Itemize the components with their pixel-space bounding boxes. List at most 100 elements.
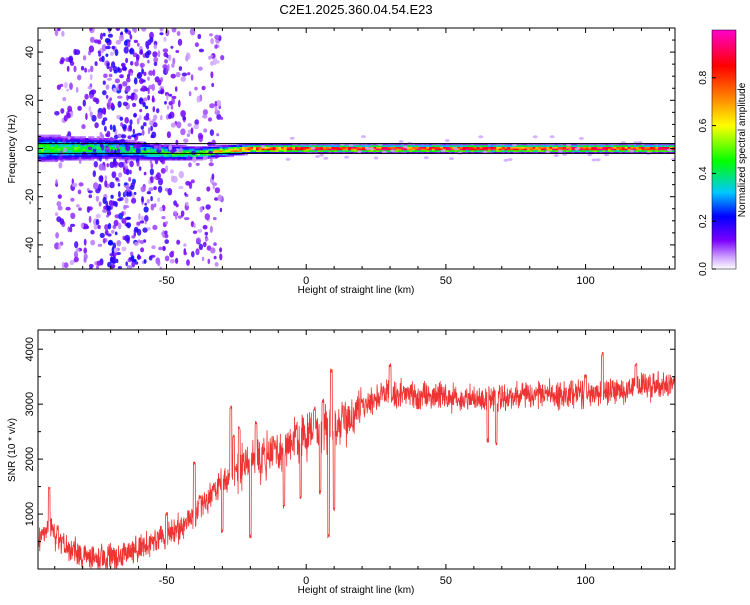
heatmap-cell	[91, 146, 95, 149]
heatmap-cell	[158, 153, 162, 156]
heatmap-speckle	[83, 247, 87, 254]
heatmap-cell	[314, 148, 318, 151]
heatmap-speckle	[212, 57, 218, 65]
heatmap-cell	[418, 143, 422, 146]
heatmap-cell	[99, 151, 103, 154]
heatmap-cell	[591, 148, 595, 151]
heatmap-speckle	[143, 259, 147, 264]
heatmap-cell	[485, 143, 489, 146]
heatmap-cell	[666, 143, 670, 146]
heatmap-cell	[557, 143, 561, 146]
heatmap-cell	[532, 144, 536, 147]
heatmap-cell	[258, 148, 262, 151]
heatmap-speckle	[111, 229, 115, 234]
heatmap-cell	[342, 144, 346, 147]
heatmap-speckle	[197, 229, 203, 233]
heatmap-speckle	[147, 39, 152, 46]
heatmap-cell	[543, 143, 547, 146]
heatmap-cell	[239, 148, 243, 151]
heatmap-cell	[275, 151, 279, 154]
heatmap-cell	[264, 143, 268, 146]
heatmap-speckle	[314, 155, 320, 158]
heatmap-cell	[110, 156, 114, 159]
heatmap-speckle	[172, 57, 176, 65]
heatmap-speckle	[75, 248, 80, 252]
heatmap-cell	[317, 151, 321, 154]
heatmap-cell	[314, 146, 318, 149]
heatmap-cell	[38, 149, 42, 152]
heatmap-cell	[317, 148, 321, 151]
heatmap-speckle	[214, 105, 218, 113]
colorbar-tick-label: 0.2	[698, 214, 709, 228]
heatmap-cell	[412, 149, 416, 152]
heatmap-cell	[490, 146, 494, 149]
heatmap-speckle	[60, 57, 65, 63]
heatmap-speckle	[117, 198, 123, 202]
heatmap-cell	[406, 151, 411, 154]
heatmap-cell	[71, 141, 75, 144]
heatmap-cell	[88, 149, 92, 152]
heatmap-speckle	[211, 82, 215, 88]
heatmap-cell	[641, 151, 645, 154]
heatmap-speckle	[127, 159, 130, 164]
heatmap-cell	[345, 144, 349, 147]
heatmap-cell	[339, 151, 343, 154]
heatmap-speckle	[163, 36, 167, 42]
heatmap-speckle	[111, 246, 115, 255]
heatmap-cell	[79, 136, 84, 139]
heatmap-cell	[353, 148, 357, 151]
heatmap-cell	[387, 149, 391, 152]
heatmap-cell	[663, 146, 668, 149]
heatmap-cell	[309, 148, 313, 151]
heatmap-speckle	[319, 153, 325, 157]
heatmap-cell	[88, 138, 92, 141]
heatmap-cell	[588, 146, 592, 149]
heatmap-cell	[188, 154, 193, 158]
heatmap-speckle	[92, 170, 97, 178]
heatmap-cell	[390, 144, 394, 147]
heatmap-cell	[423, 149, 427, 152]
heatmap-speckle	[166, 94, 169, 101]
heatmap-speckle	[54, 212, 59, 217]
heatmap-cell	[163, 143, 167, 146]
heatmap-cell	[91, 139, 95, 142]
heatmap-cell	[574, 146, 578, 149]
heatmap-cell	[345, 151, 349, 154]
heatmap-cell	[577, 144, 581, 147]
heatmap-cell	[507, 146, 511, 149]
heatmap-cell	[605, 149, 609, 152]
heatmap-cell	[57, 143, 61, 146]
heatmap-cell	[672, 146, 675, 149]
y-tick-label: 40	[24, 46, 36, 58]
heatmap-cell	[49, 158, 53, 161]
heatmap-cell	[54, 136, 59, 139]
heatmap-speckle	[101, 55, 105, 63]
heatmap-cell	[663, 148, 668, 151]
heatmap-cell	[605, 143, 609, 146]
heatmap-cell	[672, 151, 675, 154]
heatmap-cell	[49, 134, 53, 137]
heatmap-cell	[88, 154, 92, 158]
heatmap-cell	[71, 138, 75, 141]
heatmap-cell	[99, 138, 103, 141]
heatmap-cell	[353, 144, 357, 147]
heatmap-cell	[222, 146, 226, 149]
heatmap-speckle	[54, 111, 60, 116]
heatmap-cell	[275, 148, 279, 151]
heatmap-speckle	[144, 215, 149, 222]
heatmap-cell	[610, 149, 614, 152]
heatmap-speckle	[141, 196, 144, 203]
heatmap-cell	[52, 148, 56, 151]
heatmap-cell	[286, 146, 290, 149]
heatmap-cell	[602, 151, 606, 154]
heatmap-cell	[336, 146, 341, 149]
heatmap-cell	[378, 144, 383, 147]
heatmap-cell	[177, 158, 181, 161]
heatmap-cell	[445, 143, 450, 146]
heatmap-cell	[110, 144, 114, 147]
heatmap-cell	[605, 151, 609, 154]
heatmap-cell	[387, 148, 391, 151]
heatmap-cell	[309, 143, 313, 146]
heatmap-cell	[524, 151, 528, 154]
heatmap-cell	[230, 146, 235, 149]
